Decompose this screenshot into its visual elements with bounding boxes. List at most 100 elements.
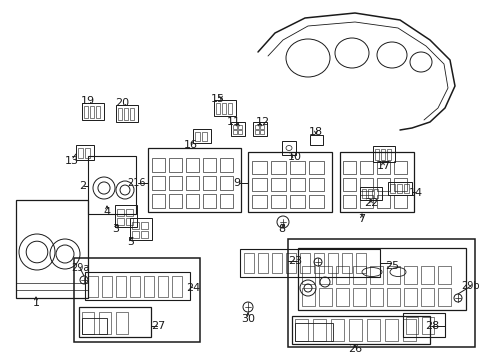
- Bar: [380, 149, 384, 160]
- Bar: [405, 317, 417, 334]
- Bar: [85, 148, 90, 158]
- Bar: [359, 195, 372, 208]
- Text: 24: 24: [185, 283, 200, 293]
- Text: 16: 16: [183, 140, 198, 150]
- Bar: [220, 176, 232, 190]
- Bar: [437, 288, 450, 306]
- Bar: [185, 176, 199, 190]
- Text: 27: 27: [151, 321, 165, 331]
- Bar: [386, 266, 399, 284]
- Bar: [374, 149, 378, 160]
- Text: 13: 13: [65, 156, 79, 166]
- Bar: [327, 253, 337, 273]
- Bar: [302, 266, 314, 284]
- Bar: [130, 276, 140, 297]
- Bar: [152, 158, 164, 172]
- Bar: [421, 317, 433, 334]
- Bar: [335, 288, 348, 306]
- Bar: [342, 161, 355, 174]
- Bar: [373, 189, 377, 198]
- Bar: [203, 176, 216, 190]
- Bar: [387, 182, 411, 195]
- Text: 23: 23: [287, 256, 302, 266]
- Bar: [341, 253, 351, 273]
- Bar: [366, 319, 379, 341]
- Bar: [230, 122, 244, 136]
- Bar: [335, 266, 348, 284]
- Bar: [367, 189, 371, 198]
- Bar: [297, 248, 465, 310]
- Bar: [403, 184, 408, 193]
- Bar: [376, 178, 389, 191]
- Text: 20: 20: [115, 98, 129, 108]
- Bar: [118, 108, 122, 120]
- Bar: [169, 158, 182, 172]
- Text: 18: 18: [308, 127, 323, 137]
- Text: 8: 8: [278, 224, 285, 234]
- Bar: [195, 132, 200, 141]
- Bar: [402, 319, 415, 341]
- Bar: [420, 266, 433, 284]
- Bar: [386, 288, 399, 306]
- Bar: [141, 231, 148, 238]
- Text: 28: 28: [424, 321, 438, 331]
- Bar: [254, 130, 259, 134]
- Bar: [270, 178, 285, 191]
- Bar: [172, 276, 182, 297]
- Bar: [359, 187, 381, 200]
- Bar: [289, 178, 305, 191]
- Bar: [282, 141, 295, 155]
- Bar: [238, 125, 242, 129]
- Bar: [203, 194, 216, 208]
- Bar: [376, 161, 389, 174]
- Bar: [285, 253, 295, 273]
- Bar: [79, 307, 151, 337]
- Bar: [124, 108, 128, 120]
- Bar: [76, 145, 94, 160]
- Bar: [254, 125, 259, 129]
- Bar: [355, 253, 365, 273]
- Bar: [258, 253, 267, 273]
- Bar: [193, 129, 210, 143]
- Text: 2: 2: [79, 181, 86, 191]
- Bar: [82, 103, 104, 120]
- Bar: [115, 205, 137, 227]
- Bar: [386, 149, 390, 160]
- Bar: [216, 103, 220, 114]
- Bar: [117, 209, 124, 216]
- Bar: [260, 130, 264, 134]
- Bar: [130, 108, 134, 120]
- Bar: [185, 194, 199, 208]
- Bar: [312, 319, 325, 341]
- Bar: [141, 222, 148, 229]
- Bar: [309, 135, 323, 145]
- Bar: [90, 106, 94, 118]
- Bar: [302, 288, 314, 306]
- Bar: [126, 209, 133, 216]
- Bar: [116, 312, 128, 334]
- Bar: [369, 266, 382, 284]
- Bar: [82, 318, 107, 334]
- Text: 22: 22: [363, 198, 377, 208]
- Bar: [308, 195, 324, 208]
- Text: 29b: 29b: [461, 281, 479, 291]
- Text: 10: 10: [287, 152, 302, 162]
- Bar: [271, 253, 282, 273]
- Bar: [214, 100, 236, 116]
- Text: 30: 30: [241, 314, 254, 324]
- Bar: [88, 276, 98, 297]
- Bar: [130, 218, 152, 240]
- Bar: [339, 152, 413, 212]
- Bar: [294, 323, 332, 341]
- Bar: [16, 200, 88, 298]
- Text: 1: 1: [32, 298, 40, 308]
- Bar: [126, 218, 133, 225]
- Bar: [232, 130, 237, 134]
- Bar: [352, 288, 365, 306]
- Bar: [85, 272, 190, 300]
- Bar: [252, 122, 266, 136]
- Bar: [359, 161, 372, 174]
- Bar: [308, 178, 324, 191]
- Bar: [384, 319, 397, 341]
- Bar: [99, 312, 111, 334]
